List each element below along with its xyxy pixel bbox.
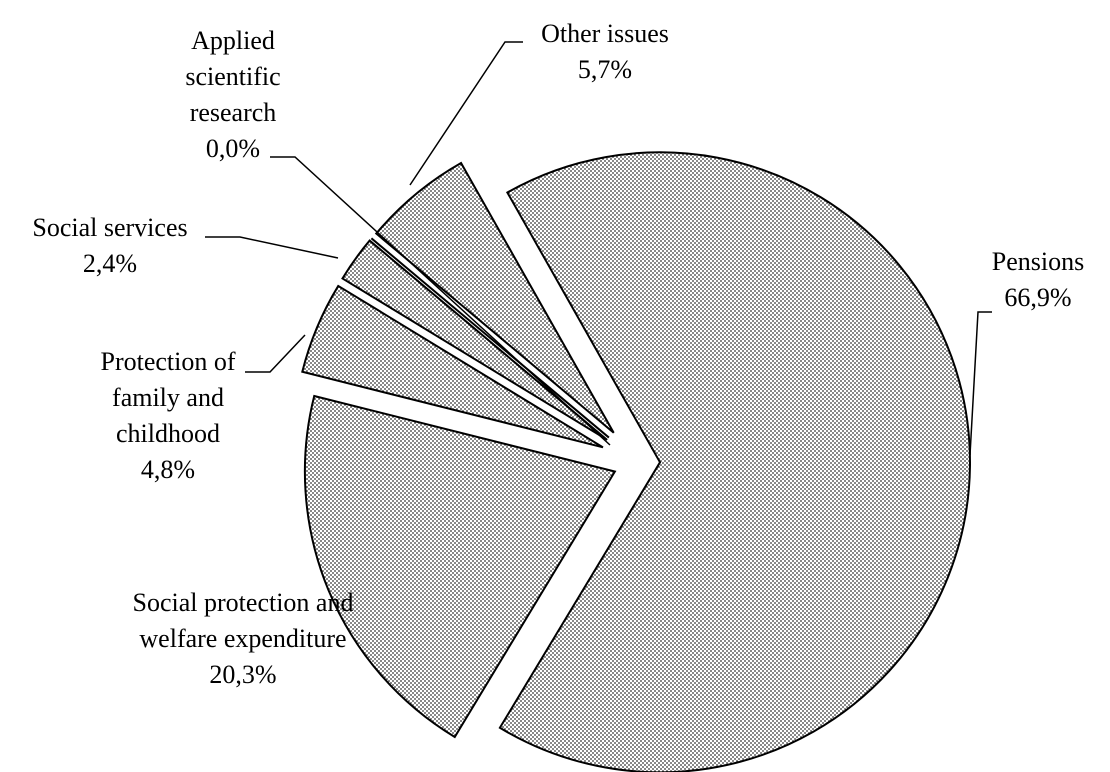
- category-name: Social services: [32, 213, 188, 242]
- category-name: Pensions: [991, 247, 1085, 276]
- slice-label: Other issues 5,7%: [515, 16, 695, 88]
- pie-slice: [498, 151, 971, 772]
- leader-line: [245, 334, 306, 373]
- value-label: 66,9%: [1004, 283, 1072, 312]
- value-label: 4,8%: [140, 455, 196, 484]
- leader-line: [409, 41, 523, 186]
- category-name: Other issues: [541, 19, 669, 48]
- slice-label: Social services 2,4%: [5, 210, 215, 282]
- category-name: Social protection and welfare expenditur…: [132, 588, 354, 653]
- slice-label: Pensions 66,9%: [968, 244, 1108, 316]
- value-label: 5,7%: [577, 55, 633, 84]
- slice-label: Applied scientific research 0,0%: [158, 23, 308, 167]
- category-name: Protection of family and childhood: [100, 347, 236, 448]
- slice-label: Social protection and welfare expenditur…: [123, 585, 363, 693]
- leader-line: [270, 156, 611, 446]
- value-label: 2,4%: [82, 249, 138, 278]
- pie-slice: [341, 239, 608, 441]
- pie-slice: [303, 394, 617, 739]
- slice-label: Protection of family and childhood 4,8%: [68, 344, 268, 488]
- value-label: 20,3%: [209, 660, 277, 689]
- leader-line: [205, 236, 339, 259]
- category-name: Applied scientific research: [185, 26, 281, 127]
- pie-slice: [374, 161, 615, 434]
- value-label: 0,0%: [205, 134, 261, 163]
- pie-slice: [301, 284, 604, 449]
- leader-line: [969, 311, 992, 456]
